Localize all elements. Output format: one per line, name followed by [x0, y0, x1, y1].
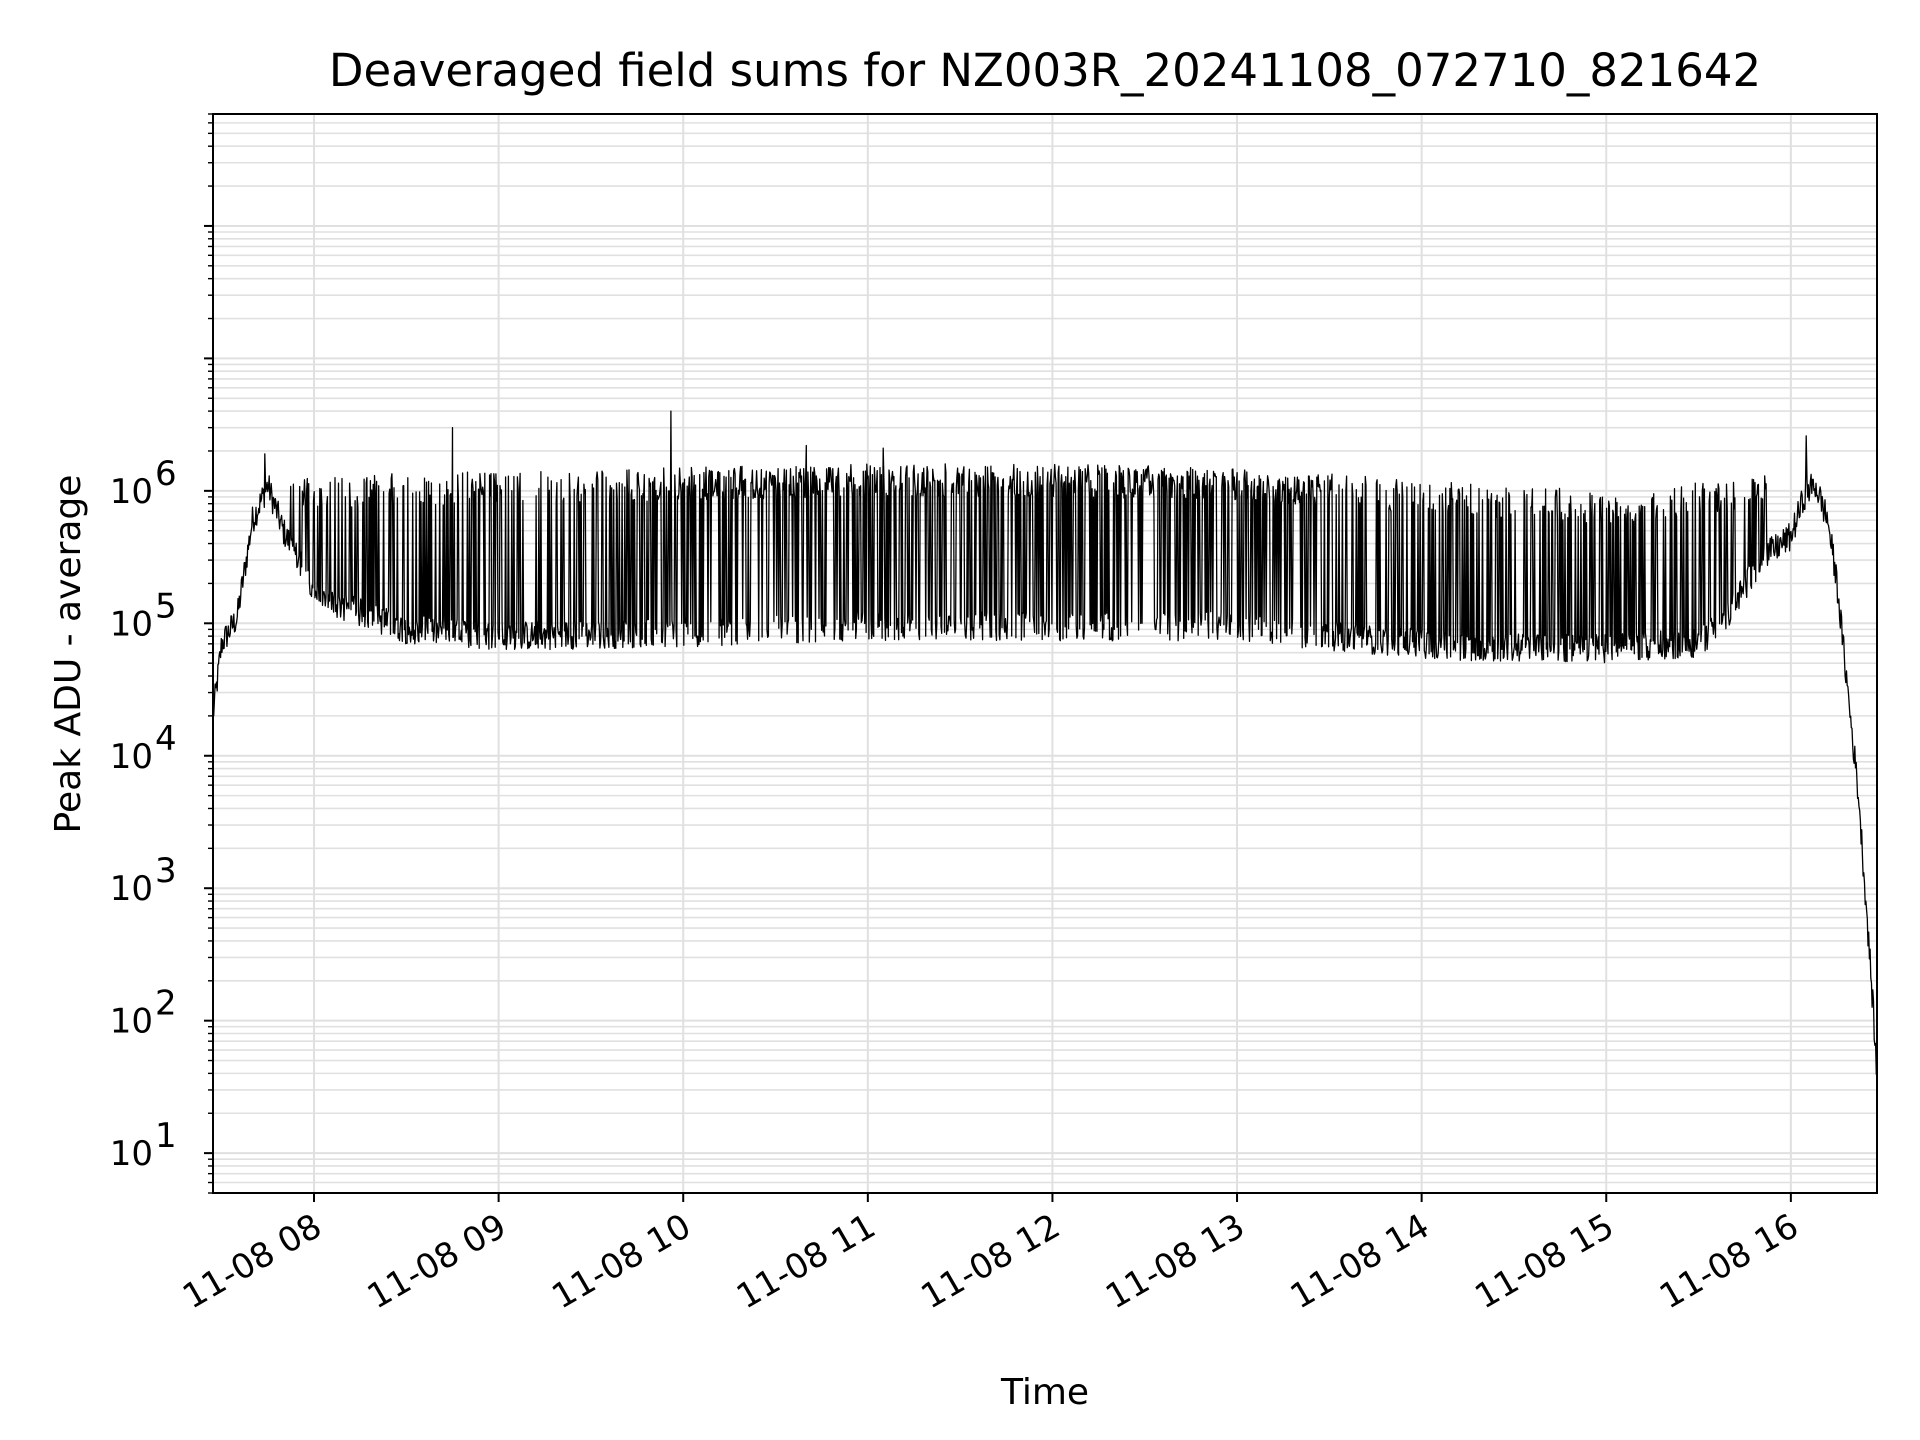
y-tick-exponent: 2 [155, 984, 177, 1024]
y-tick-exponent: 1 [155, 1116, 177, 1156]
plot-area [213, 410, 1877, 1076]
y-tick-exponent: 3 [155, 851, 177, 891]
series-line [213, 410, 1877, 1076]
y-tick-label: 10 [110, 737, 153, 777]
x-axis-title: Time [1000, 1372, 1089, 1413]
y-tick-label: 10 [110, 472, 153, 512]
y-tick-exponent: 5 [155, 586, 177, 626]
y-tick-exponent: 4 [155, 719, 177, 759]
y-tick-label: 10 [110, 1134, 153, 1174]
y-tick-label: 10 [110, 1002, 153, 1042]
grid-lines [213, 113, 1877, 1194]
chart-title: Deaveraged field sums for NZ003R_2024110… [329, 44, 1761, 97]
y-tick-exponent: 6 [155, 454, 177, 494]
plot-frame [212, 113, 1878, 1194]
y-axis-title: Peak ADU - average [48, 475, 89, 834]
y-tick-label: 10 [110, 604, 153, 644]
y-tick-label: 10 [110, 869, 153, 909]
